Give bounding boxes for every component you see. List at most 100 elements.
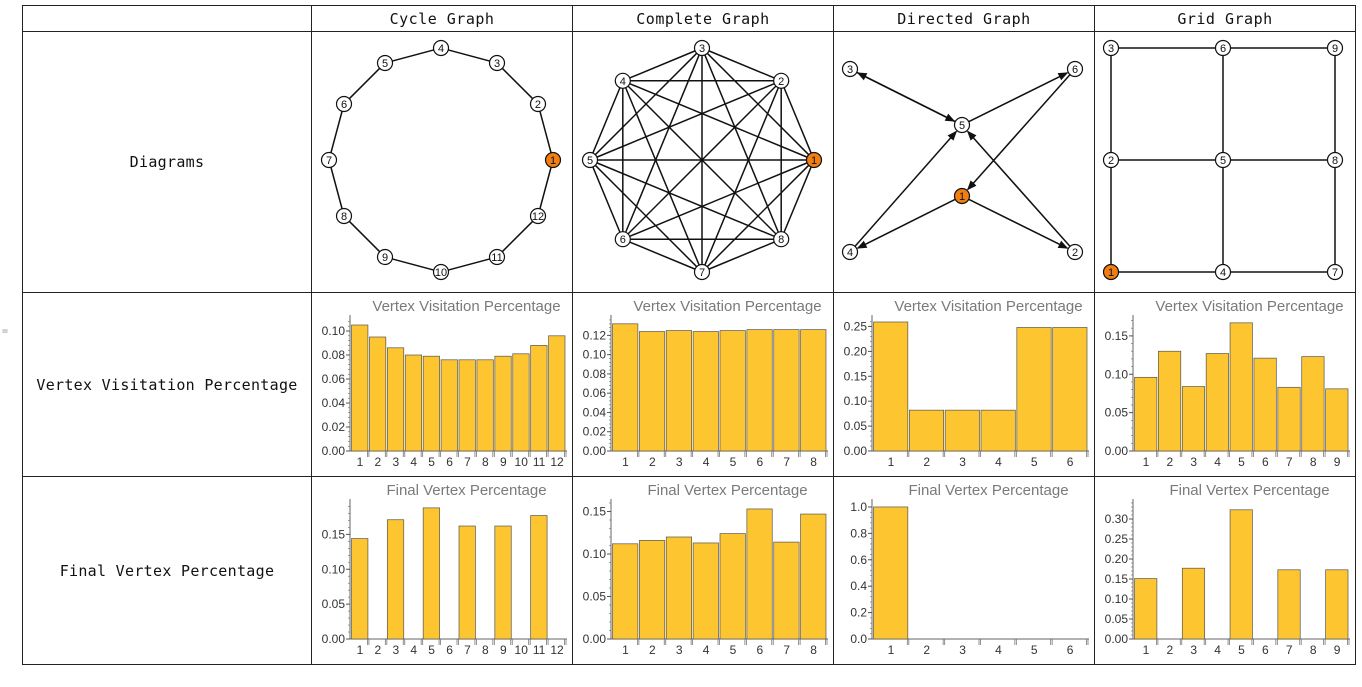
bar-3 bbox=[1181, 567, 1206, 640]
chart-title: Vertex Visitation Percentage bbox=[633, 298, 821, 315]
x-tick-label: 7 bbox=[1286, 455, 1293, 469]
bar-5 bbox=[719, 330, 746, 452]
svg-text:6: 6 bbox=[620, 234, 626, 246]
final-chart-complete: Final Vertex Percentage 0.00 0.05 0.10 0.15 1… bbox=[583, 482, 828, 657]
bar-3 bbox=[944, 409, 980, 452]
graph-vertex-4: 4 bbox=[841, 243, 859, 261]
svg-text:4: 4 bbox=[847, 247, 853, 259]
bar-6 bbox=[1253, 357, 1277, 452]
svg-text:7: 7 bbox=[326, 155, 332, 167]
x-tick-label: 2 bbox=[375, 643, 382, 657]
graph-vertex-6: 6 bbox=[614, 231, 631, 248]
graph-edge-1-2 bbox=[539, 111, 552, 153]
graph-vertex-6: 6 bbox=[335, 95, 353, 113]
x-tick-label: 4 bbox=[1214, 643, 1221, 657]
graph-vertex-8: 8 bbox=[773, 231, 790, 248]
x-tick-label: 6 bbox=[756, 643, 763, 657]
y-tick-label: 0.10 bbox=[583, 348, 607, 362]
row-header-visitation: Vertex Visitation Percentage bbox=[22, 292, 312, 477]
y-tick-label: 0.25 bbox=[844, 319, 868, 333]
y-tick-label: 0.00 bbox=[322, 444, 346, 458]
graph-vertex-8: 8 bbox=[335, 207, 353, 225]
y-tick-label: 0.05 bbox=[844, 419, 868, 433]
x-tick-label: 4 bbox=[703, 455, 710, 469]
y-tick-label: 0.06 bbox=[583, 386, 607, 400]
column-header-complete: Complete Graph bbox=[572, 5, 834, 32]
x-tick-label: 5 bbox=[428, 643, 435, 657]
x-tick-label: 3 bbox=[1190, 643, 1197, 657]
y-tick-label: 0.10 bbox=[322, 324, 346, 338]
x-tick-label: 2 bbox=[649, 643, 656, 657]
visitation-chart-directed: Vertex Visitation Percentage 0.00 0.05 0.10… bbox=[844, 298, 1089, 469]
x-tick-label: 8 bbox=[810, 455, 817, 469]
svg-text:6: 6 bbox=[341, 99, 347, 111]
bar-7 bbox=[1277, 569, 1301, 640]
svg-text:9: 9 bbox=[382, 252, 388, 264]
bar-7 bbox=[773, 329, 800, 452]
graph-edge-1-8 bbox=[783, 166, 812, 233]
svg-text:3: 3 bbox=[847, 64, 853, 76]
y-tick-label: 0.02 bbox=[583, 425, 607, 439]
bar-8 bbox=[1301, 356, 1325, 452]
x-tick-label: 4 bbox=[410, 643, 417, 657]
y-tick-label: 0.05 bbox=[583, 590, 607, 604]
x-tick-label: 6 bbox=[1262, 455, 1269, 469]
x-tick-label: 11 bbox=[533, 455, 546, 469]
x-tick-label: 1 bbox=[357, 455, 364, 469]
column-header-grid: Grid Graph bbox=[1094, 5, 1356, 32]
graph-edge-5-8 bbox=[596, 162, 775, 238]
x-tick-label: 2 bbox=[1166, 643, 1173, 657]
x-tick-label: 2 bbox=[923, 643, 930, 657]
x-tick-label: 9 bbox=[1334, 455, 1341, 469]
graph-vertex-5: 5 bbox=[1214, 151, 1232, 169]
x-tick-label: 6 bbox=[446, 643, 453, 657]
y-tick-label: 0.04 bbox=[583, 405, 607, 419]
graph-edge-4-5 bbox=[854, 130, 958, 247]
bar-5 bbox=[422, 507, 440, 640]
y-tick-label: 0.00 bbox=[844, 444, 868, 458]
svg-text:2: 2 bbox=[1108, 155, 1114, 167]
bar-2 bbox=[639, 331, 666, 452]
x-tick-label: 1 bbox=[622, 643, 629, 657]
graph-vertex-1: 1 bbox=[1102, 263, 1120, 281]
x-tick-label: 7 bbox=[464, 643, 471, 657]
graph-edge-1-2 bbox=[968, 198, 1069, 249]
x-tick-label: 3 bbox=[392, 643, 399, 657]
graph-vertex-9: 9 bbox=[1326, 39, 1344, 57]
svg-text:2: 2 bbox=[1072, 247, 1078, 259]
graph-vertex-6: 6 bbox=[1066, 60, 1084, 78]
bar-7 bbox=[458, 525, 476, 640]
graph-vertex-5: 5 bbox=[376, 54, 394, 72]
y-tick-label: 0.00 bbox=[1105, 444, 1129, 458]
bar-1 bbox=[612, 323, 639, 452]
graph-edge-5-3 bbox=[856, 72, 956, 123]
bar-9 bbox=[494, 525, 512, 640]
x-tick-label: 8 bbox=[1310, 643, 1317, 657]
graph-vertex-7: 7 bbox=[693, 263, 711, 281]
graph-edge-1-4 bbox=[629, 82, 808, 158]
graph-vertex-12: 12 bbox=[529, 207, 547, 225]
graph-edge-12-1 bbox=[539, 167, 552, 209]
bar-8 bbox=[800, 329, 827, 452]
bar-11 bbox=[530, 515, 548, 640]
svg-text:7: 7 bbox=[1332, 267, 1338, 279]
grid-graph-diagram: 1 2 3 4 5 6 7 8 9 bbox=[1102, 39, 1344, 281]
x-tick-label: 2 bbox=[649, 455, 656, 469]
graph-edge-3-6 bbox=[624, 54, 700, 233]
graph-edge-7-8 bbox=[330, 167, 343, 209]
graph-edge-6-1 bbox=[966, 74, 1071, 191]
graph-edge-3-4 bbox=[448, 49, 490, 62]
bar-1 bbox=[612, 543, 639, 640]
y-tick-label: 0.08 bbox=[583, 367, 607, 381]
bar-3 bbox=[1181, 386, 1206, 452]
x-tick-label: 2 bbox=[923, 455, 930, 469]
svg-text:12: 12 bbox=[532, 211, 544, 223]
x-tick-label: 8 bbox=[810, 643, 817, 657]
chart-title: Final Vertex Percentage bbox=[647, 482, 807, 499]
bar-8 bbox=[476, 359, 494, 452]
column-header-cycle: Cycle Graph bbox=[311, 5, 573, 32]
x-tick-label: 4 bbox=[410, 455, 417, 469]
graph-vertex-7: 7 bbox=[1326, 263, 1344, 281]
y-tick-label: 0.05 bbox=[1105, 406, 1129, 420]
chart-title: Final Vertex Percentage bbox=[908, 482, 1068, 499]
